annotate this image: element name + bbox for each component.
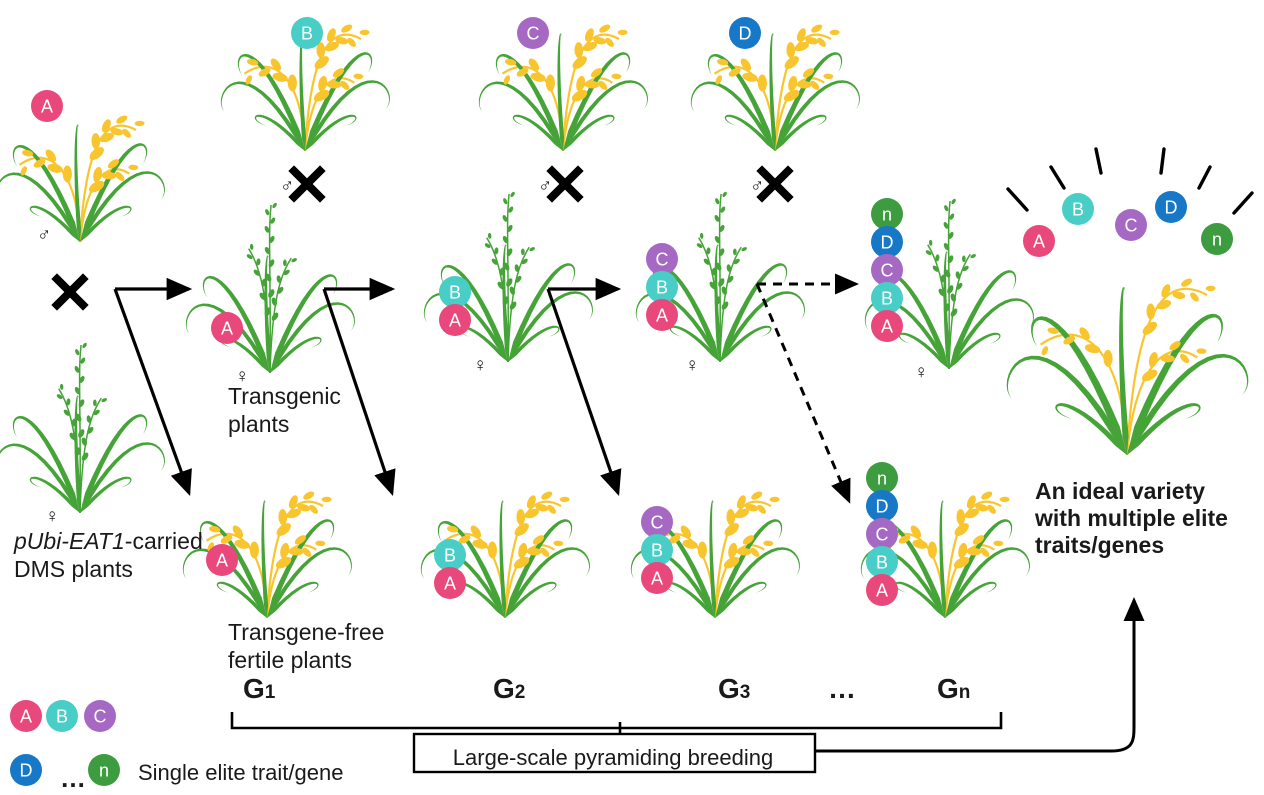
svg-text:n: n <box>99 761 109 781</box>
svg-text:A: A <box>20 707 32 727</box>
svg-text:D: D <box>20 761 33 781</box>
svg-text:A: A <box>449 311 461 331</box>
svg-text:B: B <box>301 24 313 44</box>
svg-text:B: B <box>449 283 461 303</box>
svg-text:A: A <box>41 97 53 117</box>
svg-text:C: C <box>94 707 107 727</box>
svg-text:D: D <box>1165 198 1178 218</box>
svg-text:B: B <box>56 707 68 727</box>
svg-text:A: A <box>656 306 668 326</box>
svg-text:n: n <box>877 469 887 489</box>
svg-text:C: C <box>651 513 664 533</box>
svg-text:A: A <box>221 319 233 339</box>
svg-text:B: B <box>876 553 888 573</box>
svg-text:C: C <box>1125 216 1138 236</box>
svg-text:B: B <box>651 541 663 561</box>
svg-text:C: C <box>881 261 894 281</box>
svg-text:C: C <box>656 250 669 270</box>
svg-text:B: B <box>656 278 668 298</box>
svg-text:n: n <box>1212 230 1222 250</box>
svg-text:A: A <box>444 574 456 594</box>
svg-text:B: B <box>881 289 893 309</box>
svg-text:B: B <box>444 546 456 566</box>
svg-text:A: A <box>216 551 228 571</box>
svg-text:D: D <box>876 497 889 517</box>
svg-text:C: C <box>527 24 540 44</box>
svg-text:A: A <box>651 569 663 589</box>
svg-text:C: C <box>876 525 889 545</box>
svg-text:A: A <box>881 317 893 337</box>
svg-text:D: D <box>739 24 752 44</box>
svg-text:A: A <box>1033 232 1045 252</box>
svg-text:n: n <box>882 205 892 225</box>
svg-text:B: B <box>1072 200 1084 220</box>
svg-text:A: A <box>876 581 888 601</box>
svg-text:D: D <box>881 233 894 253</box>
